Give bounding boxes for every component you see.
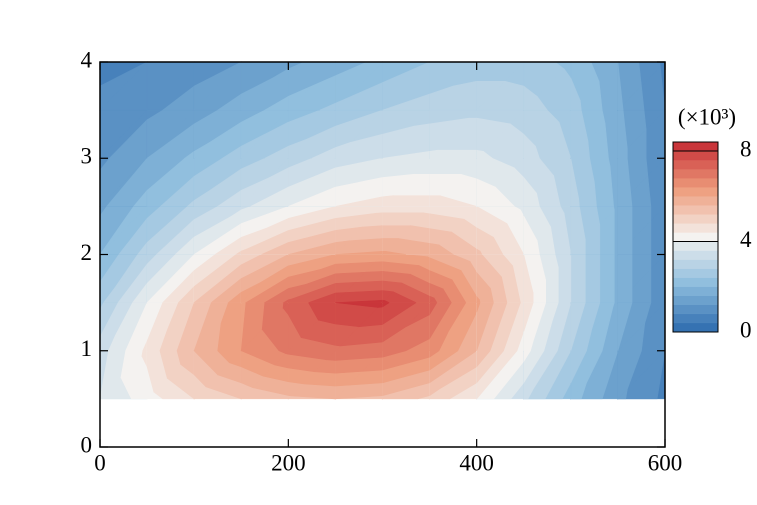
contour-band [120, 350, 148, 400]
colorbar-band [672, 277, 719, 287]
colorbar-band [672, 177, 719, 188]
y-tick-label: 1 [81, 336, 93, 361]
contour-band [381, 238, 430, 256]
colorbar-band [672, 196, 719, 206]
x-tick-label: 400 [459, 450, 494, 475]
colorbar-band [672, 304, 719, 315]
contour-band [381, 290, 417, 304]
y-tick-label: 3 [81, 144, 93, 169]
contour-band [475, 271, 494, 304]
colorbar-band [672, 150, 719, 161]
contour-band [475, 178, 516, 208]
contour-band [475, 80, 525, 111]
colorbar-band [672, 250, 719, 260]
contour-field [99, 61, 666, 400]
colorbar-band [672, 241, 719, 251]
colorbar-band [672, 232, 719, 242]
colorbar-band [672, 313, 719, 324]
colorbar-band [672, 187, 719, 197]
contour-band [475, 295, 481, 304]
contour-band [570, 158, 580, 208]
colorbar-tick-label: 8 [740, 136, 752, 161]
contour-band [617, 254, 633, 304]
contour-band [523, 215, 540, 256]
contour-band [523, 176, 540, 208]
contour-band [381, 299, 390, 304]
colorbar-band [672, 223, 719, 233]
contour-band [428, 295, 438, 304]
colorbar-band [672, 295, 719, 306]
y-tick-label: 2 [81, 240, 93, 265]
y-tick-label: 4 [81, 47, 93, 72]
colorbar-band [672, 141, 719, 152]
colorbar-band [672, 268, 719, 278]
colorbar-band [672, 286, 719, 297]
contour-band [475, 227, 504, 256]
contour-band [523, 85, 548, 111]
contour-band [381, 195, 430, 208]
contour-band [428, 282, 452, 304]
y-tick-label: 0 [81, 432, 93, 457]
colorbar-band [672, 168, 719, 179]
colorbar-band [672, 259, 719, 269]
colorbar-tick-label: 0 [740, 317, 752, 342]
colorbar-label: (×10³) [678, 104, 736, 129]
contour-band [617, 206, 633, 256]
x-tick-label: 600 [648, 450, 683, 475]
contour-band [570, 77, 582, 111]
axes: 0 200 400 600 0 1 2 3 4 0 4 8 [81, 47, 753, 475]
colorbar-band [672, 205, 719, 215]
colorbar-band [672, 322, 719, 333]
contour-band [428, 195, 477, 208]
contour-band [428, 243, 455, 256]
colorbar-tick-label: 4 [740, 227, 752, 252]
contour-band [570, 254, 586, 304]
colorbar-band [672, 214, 719, 224]
x-tick-label: 200 [271, 450, 306, 475]
x-tick-label: 0 [94, 450, 106, 475]
contour-band [475, 149, 494, 159]
contour-band [381, 250, 407, 256]
contour-band [617, 61, 624, 111]
contour-band [523, 133, 540, 159]
colorbar-band [672, 159, 719, 170]
contour-band [523, 254, 534, 304]
contour-band [428, 149, 477, 159]
contour-band [475, 248, 483, 256]
